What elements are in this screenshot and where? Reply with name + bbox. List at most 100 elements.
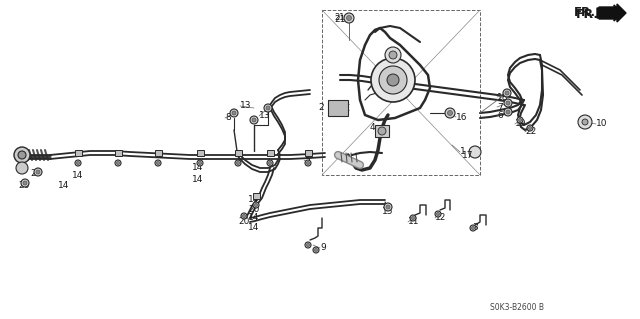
Circle shape [23,181,27,185]
Text: 14: 14 [72,170,83,180]
Bar [305,150,312,156]
Circle shape [243,214,246,218]
Text: 13: 13 [259,112,271,121]
Circle shape [469,146,481,158]
Text: 20: 20 [30,169,42,179]
Circle shape [255,204,257,206]
Text: 20: 20 [18,181,29,189]
Circle shape [389,51,397,59]
Circle shape [267,160,273,166]
Circle shape [34,168,42,176]
Circle shape [435,211,441,217]
Text: 20: 20 [238,218,250,226]
Circle shape [384,203,392,211]
Circle shape [517,117,523,123]
Text: 21: 21 [334,12,344,21]
Circle shape [307,243,310,247]
Circle shape [21,179,29,187]
Text: FR.: FR. [574,6,596,19]
Polygon shape [599,4,626,22]
Circle shape [36,170,40,174]
Text: 13: 13 [240,101,252,110]
Circle shape [582,119,588,125]
Circle shape [77,161,79,165]
Circle shape [307,161,310,165]
Circle shape [235,160,241,166]
Circle shape [250,116,258,124]
Bar [235,150,242,156]
Circle shape [157,161,159,165]
Circle shape [385,47,401,63]
Circle shape [410,215,416,221]
Text: 19: 19 [515,120,527,129]
Circle shape [264,104,272,112]
Text: 14: 14 [192,175,204,184]
Bar [267,150,274,156]
Text: 7: 7 [497,102,503,112]
Circle shape [252,118,256,122]
Circle shape [386,205,390,209]
Circle shape [518,118,522,122]
Circle shape [379,66,407,94]
Circle shape [116,161,120,165]
Circle shape [436,212,440,216]
Circle shape [472,226,474,229]
Circle shape [197,160,203,166]
Text: 8: 8 [225,114,231,122]
Circle shape [470,225,476,231]
Circle shape [504,108,512,116]
Text: 10: 10 [596,120,607,129]
Circle shape [505,91,509,95]
Circle shape [504,99,512,107]
Bar [75,150,82,156]
Text: 15: 15 [382,207,394,217]
Circle shape [155,160,161,166]
Circle shape [447,110,452,115]
Circle shape [529,127,531,130]
Bar [197,150,204,156]
Text: 11: 11 [408,218,419,226]
Text: 9: 9 [320,243,326,253]
Text: 2: 2 [318,103,324,113]
Polygon shape [597,5,622,21]
Text: 1: 1 [460,147,466,157]
Circle shape [412,217,415,219]
Bar [155,150,162,156]
Circle shape [241,213,247,219]
Circle shape [305,242,311,248]
Circle shape [503,89,511,97]
Text: 22: 22 [525,128,536,137]
Circle shape [313,247,319,253]
Circle shape [198,161,202,165]
Text: 17: 17 [462,151,474,160]
Bar [115,150,122,156]
Circle shape [346,16,351,20]
Bar [328,100,348,116]
Circle shape [232,111,236,115]
Circle shape [506,110,510,114]
Circle shape [578,115,592,129]
Bar [375,125,389,137]
Circle shape [344,13,354,23]
Circle shape [314,249,317,251]
Text: 14: 14 [192,164,204,173]
Circle shape [18,151,26,159]
Circle shape [230,109,238,117]
Circle shape [305,160,311,166]
Text: S0K3-B2600 B: S0K3-B2600 B [490,303,544,313]
Text: 20: 20 [248,205,259,214]
Text: FR.: FR. [576,8,599,20]
Circle shape [445,108,455,118]
Text: 3: 3 [472,224,477,233]
Text: 14: 14 [248,213,259,222]
Circle shape [75,160,81,166]
Text: 4: 4 [370,123,376,132]
Bar [253,193,260,199]
Circle shape [16,162,28,174]
Text: 18: 18 [497,93,509,101]
Circle shape [269,161,271,165]
Circle shape [14,147,30,163]
Circle shape [506,101,510,105]
Circle shape [387,74,399,86]
Circle shape [527,125,533,131]
